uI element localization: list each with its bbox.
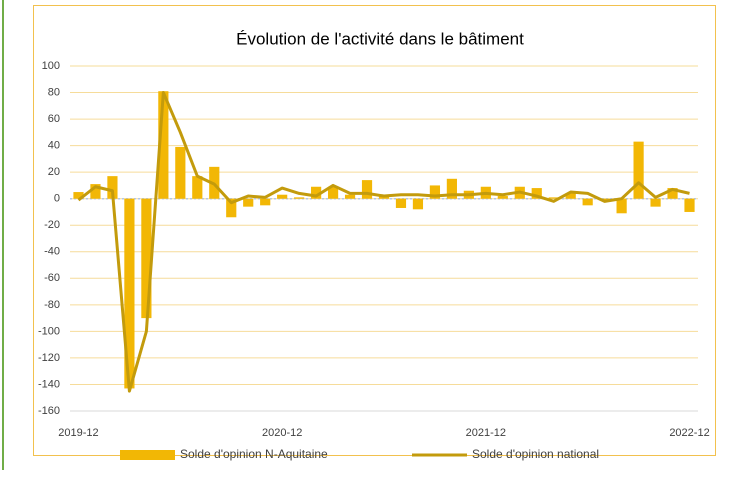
bar <box>344 194 356 199</box>
bar <box>497 196 508 199</box>
bar <box>582 198 593 206</box>
bar <box>667 188 678 199</box>
bar <box>429 185 441 199</box>
bar <box>277 194 288 199</box>
y-tick-label: -140 <box>38 378 60 390</box>
y-tick-label: 0 <box>54 193 60 205</box>
bar <box>158 91 169 199</box>
bar <box>650 198 661 207</box>
bar <box>73 192 84 199</box>
bar <box>311 186 322 199</box>
bar <box>226 198 237 218</box>
bar <box>107 176 118 199</box>
bar <box>616 198 627 214</box>
bar <box>361 180 373 199</box>
y-tick-label: -80 <box>44 299 60 311</box>
bar <box>446 178 457 199</box>
bar <box>412 198 424 210</box>
bar <box>633 141 644 199</box>
chart-title: Évolution de l'activité dans le bâtiment <box>236 29 524 48</box>
y-tick-label: 100 <box>42 60 60 72</box>
y-tick-label: -40 <box>44 246 60 258</box>
y-tick-label: -60 <box>44 272 60 284</box>
bar <box>260 198 271 206</box>
bar <box>192 176 203 199</box>
x-tick-label: 2021-12 <box>466 427 506 439</box>
bar <box>124 198 135 389</box>
x-tick-label: 2022-12 <box>669 427 709 439</box>
line <box>77 91 690 393</box>
y-tick-label: -100 <box>38 325 60 337</box>
y-tick-label: 60 <box>48 113 60 125</box>
y-tick-label: -160 <box>38 405 60 417</box>
x-tick-label: 2020-12 <box>262 427 302 439</box>
bar <box>548 197 559 199</box>
chart-border <box>33 5 716 456</box>
bar <box>175 146 186 199</box>
bar <box>599 198 610 201</box>
y-tick-label: 40 <box>48 140 60 152</box>
legend-label: Solde d'opinion national <box>472 447 599 461</box>
legend-swatch <box>120 450 175 460</box>
bar <box>294 197 305 199</box>
y-tick-label: 20 <box>48 166 60 178</box>
y-tick-label: 80 <box>48 86 60 98</box>
bar <box>243 198 254 207</box>
legend-label: Solde d'opinion N-Aquitaine <box>180 447 328 461</box>
bar <box>327 186 339 199</box>
y-tick-label: -120 <box>38 352 60 364</box>
bar <box>565 193 576 199</box>
bar <box>90 184 101 199</box>
bar <box>684 198 695 212</box>
bar <box>531 188 542 199</box>
bar <box>395 198 407 208</box>
x-tick-label: 2019-12 <box>58 427 98 439</box>
bar <box>141 198 152 319</box>
y-tick-label: -20 <box>44 219 60 231</box>
